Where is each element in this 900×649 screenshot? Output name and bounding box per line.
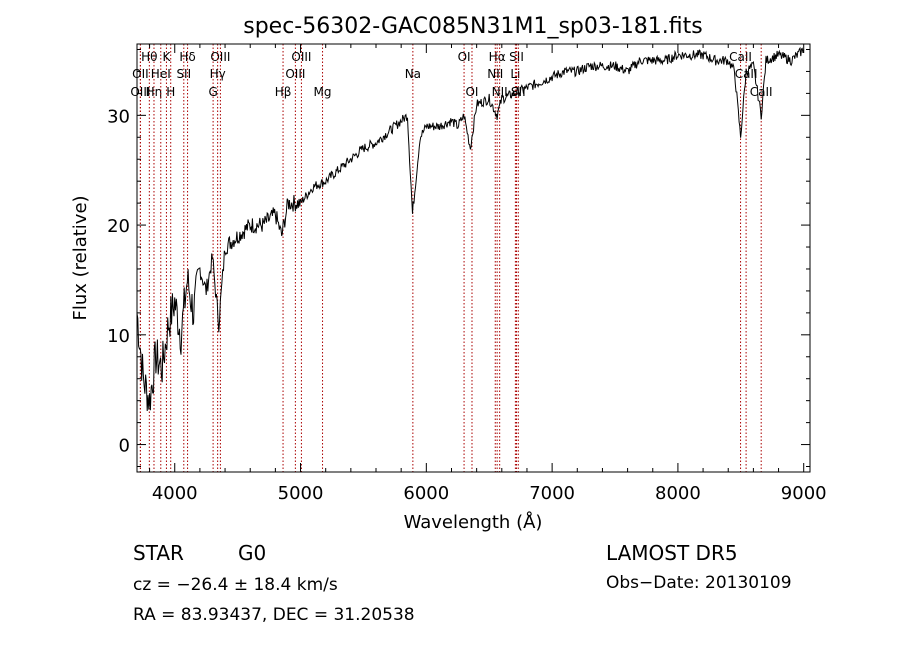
line-label: K — [162, 50, 171, 64]
survey-name: LAMOST DR5 — [606, 541, 738, 565]
chart-title: spec-56302-GAC085N31M1_sp03-181.fits — [243, 14, 703, 39]
line-label: NII — [487, 67, 503, 81]
line-label: OI — [465, 85, 478, 99]
line-label: OI — [458, 50, 471, 64]
y-axis-label: Flux (relative) — [70, 195, 91, 320]
plot-frame — [136, 43, 811, 473]
y-tick-label: 10 — [107, 326, 130, 347]
y-tick-label: 20 — [107, 216, 130, 237]
x-tick-label: 7000 — [529, 483, 575, 504]
line-label: Na — [405, 67, 421, 81]
axis-ticks: 4000 5000 6000 7000 8000 9000 0 10 20 30 — [107, 44, 827, 504]
line-label: OIII — [291, 50, 311, 64]
line-label: SII — [176, 67, 191, 81]
observation-date: Obs−Date: 20130109 — [606, 573, 792, 593]
line-label: Hθ — [141, 50, 157, 64]
y-tick-label: 0 — [119, 436, 130, 457]
x-axis-label: Wavelength (Å) — [404, 511, 543, 533]
line-label: H — [166, 85, 175, 99]
line-label: Hα — [489, 50, 506, 64]
y-tick-label: 30 — [107, 106, 130, 127]
coordinates: RA = 83.93437, DEC = 31.20538 — [133, 605, 415, 625]
line-label: NII — [492, 85, 508, 99]
line-label: OIII — [130, 85, 150, 99]
line-label: SII — [509, 50, 524, 64]
x-tick-label: 4000 — [152, 483, 198, 504]
line-label: Li — [510, 67, 520, 81]
x-tick-label: 6000 — [403, 483, 449, 504]
line-label: Hη — [146, 85, 163, 99]
line-label: OIII — [210, 50, 230, 64]
redshift-value: cz = −26.4 ± 18.4 km/s — [133, 575, 338, 595]
line-label: CaII — [750, 85, 773, 99]
line-label: Mg — [314, 85, 332, 99]
line-label: OII — [132, 67, 149, 81]
x-tick-label: 9000 — [781, 483, 827, 504]
line-label: Hγ — [210, 67, 226, 81]
x-tick-label: 5000 — [278, 483, 324, 504]
line-label: HeI — [151, 67, 171, 81]
object-subclass: G0 — [238, 541, 266, 565]
line-label: CaII — [729, 50, 752, 64]
object-class: STAR — [133, 541, 184, 565]
line-label: G — [208, 85, 217, 99]
spectrum-series — [136, 46, 805, 412]
line-label: Hβ — [275, 85, 292, 99]
x-tick-label: 8000 — [655, 483, 701, 504]
line-label: Hδ — [179, 50, 195, 64]
line-label: OIII — [285, 67, 305, 81]
